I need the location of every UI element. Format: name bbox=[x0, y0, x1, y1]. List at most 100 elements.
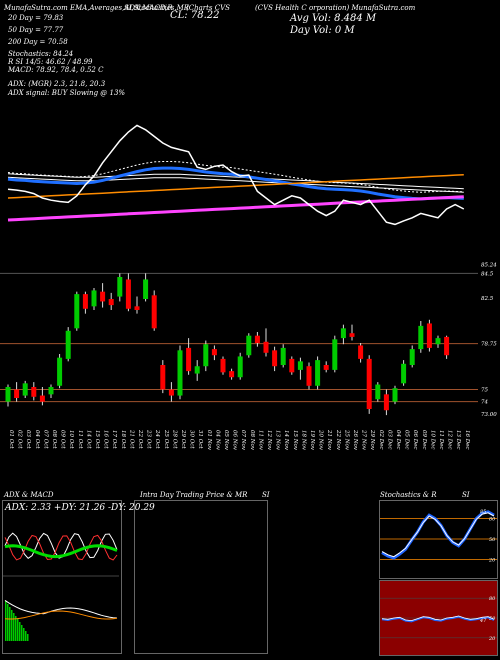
rsi-label: R SI 14/5: 46.62 / 48.99 bbox=[8, 58, 93, 66]
macd-label: MACD: 78.92, 78.4, 0.52 C bbox=[8, 66, 104, 74]
candle-body bbox=[108, 299, 114, 306]
candle bbox=[168, 382, 174, 402]
date-label: 19 Nov bbox=[309, 430, 315, 451]
candle-body bbox=[280, 347, 286, 365]
date-label: 18 Nov bbox=[300, 430, 306, 451]
candle-body bbox=[117, 277, 123, 297]
stoch-current-level: 85 bbox=[480, 509, 486, 515]
date-label: 14 Oct bbox=[85, 430, 91, 449]
candle bbox=[306, 362, 312, 390]
candle bbox=[280, 344, 286, 368]
candle bbox=[14, 382, 20, 402]
date-label: 16 Dec bbox=[464, 430, 470, 450]
intraday-panel bbox=[134, 500, 268, 654]
price-axis: 85.24 84.5 82.5 78.75 75 74 73.00 bbox=[481, 262, 497, 418]
candle-body bbox=[168, 389, 174, 396]
avg-volume: Avg Vol: 8.484 M bbox=[290, 13, 377, 24]
ema50-shadow-line bbox=[7, 176, 464, 193]
candle-body bbox=[289, 358, 295, 373]
adx-line bbox=[4, 544, 118, 559]
price-axis-label: 85.24 bbox=[481, 262, 497, 268]
candle-body bbox=[160, 365, 166, 390]
price-axis-label: 82.5 bbox=[481, 296, 494, 302]
candle-body bbox=[82, 294, 88, 309]
candle-body bbox=[100, 291, 106, 302]
stochastics-si: SI bbox=[462, 491, 470, 499]
price-chart: 85.24 84.5 82.5 78.75 75 74 73.00 01 Oct 02 Oct… bbox=[0, 124, 497, 451]
candle-body bbox=[211, 349, 217, 356]
candle bbox=[160, 360, 166, 394]
date-label: 07 Nov bbox=[240, 430, 246, 451]
date-label: 22 Oct bbox=[137, 429, 143, 449]
candle-body bbox=[14, 389, 20, 398]
candle-body bbox=[297, 361, 303, 370]
date-label: 01 Oct bbox=[8, 430, 14, 449]
macd-signal-line bbox=[4, 610, 118, 620]
date-label: 29 Oct bbox=[180, 429, 186, 449]
ema50-label: 50 Day = 77.77 bbox=[8, 26, 64, 34]
candle bbox=[143, 273, 149, 302]
date-label: 30 Oct bbox=[189, 430, 195, 449]
date-label: 04 Nov bbox=[214, 430, 220, 451]
date-label: 16 Oct bbox=[103, 430, 109, 449]
candle bbox=[366, 355, 372, 414]
minus-di-line bbox=[4, 534, 118, 561]
candle-body bbox=[5, 387, 11, 402]
rsi-line bbox=[381, 615, 495, 623]
candle-body bbox=[151, 295, 157, 329]
candle bbox=[186, 338, 192, 375]
date-axis: 01 Oct 02 Oct 03 Oct 04 Oct 07 Oct 08 Oct 09 O… bbox=[8, 429, 470, 451]
price-axis-label: 74 bbox=[481, 400, 488, 406]
date-label: 10 Dec bbox=[429, 430, 435, 450]
candle-body bbox=[65, 330, 71, 359]
date-label: 20 Nov bbox=[318, 429, 324, 451]
candle bbox=[254, 332, 260, 347]
candle bbox=[409, 345, 415, 368]
macd-line bbox=[4, 599, 118, 619]
date-label: 09 Dec bbox=[421, 430, 427, 450]
date-label: 14 Nov bbox=[283, 430, 289, 451]
candle bbox=[229, 368, 235, 380]
date-label: 03 Oct bbox=[25, 430, 31, 449]
candle bbox=[246, 333, 252, 358]
macd-histogram-bar bbox=[11, 610, 13, 641]
candle-body bbox=[306, 366, 312, 386]
macd-histogram-bar bbox=[27, 634, 29, 641]
candle bbox=[289, 356, 295, 375]
adx-label: ADX: (MGR) 2.3, 21.8, 20.3 bbox=[8, 80, 106, 88]
candle-body bbox=[375, 384, 381, 400]
ema200-label: 200 Day = 70.58 bbox=[8, 38, 68, 46]
stoch-axis-label: 50 bbox=[489, 537, 496, 543]
intraday-title: Intra Day Trading Price & MR bbox=[140, 491, 248, 499]
support-lines bbox=[0, 272, 478, 403]
candle bbox=[392, 385, 398, 405]
candle bbox=[117, 273, 123, 302]
candle bbox=[39, 387, 45, 406]
header-line1-left: MunafaSutra.com EMA,Averages,ADX,MACD,R bbox=[4, 4, 173, 12]
date-label: 05 Dec bbox=[404, 430, 410, 450]
candle-body bbox=[194, 366, 200, 374]
stoch-axis-label: 20 bbox=[488, 557, 496, 563]
date-label: 31 Oct bbox=[197, 430, 203, 449]
candle-body bbox=[358, 345, 364, 359]
candle-body bbox=[315, 360, 321, 386]
ema20-label: 20 Day = 79.83 bbox=[8, 14, 64, 22]
candle-body bbox=[349, 333, 355, 337]
stochastics-label: Stochastics: 84.24 bbox=[8, 50, 74, 58]
date-label: 03 Dec bbox=[386, 430, 392, 450]
stochastics-chart: 80 50 20 85 bbox=[380, 509, 497, 563]
date-label: 18 Oct bbox=[120, 430, 126, 449]
adx-signal-label: ADX signal: BUY Slowing @ 13% bbox=[8, 89, 126, 97]
rsi-current-level: 47 bbox=[479, 618, 487, 624]
macd-histogram-bar bbox=[21, 625, 23, 641]
close-price-line bbox=[7, 124, 465, 226]
candle bbox=[272, 346, 278, 372]
price-axis-label: 73.00 bbox=[481, 412, 497, 418]
candle-body bbox=[203, 344, 209, 367]
adx-macd-panel: ADX: 2.33 +DY: 21.26 -DY: 20.29 bbox=[2, 500, 155, 654]
candle bbox=[5, 384, 11, 407]
candle-body bbox=[39, 395, 45, 402]
candle-body bbox=[74, 294, 80, 329]
ema10-dotted-line bbox=[7, 161, 464, 193]
header-company: (CVS Health C orporation) MunafaSutra.co… bbox=[255, 4, 416, 12]
